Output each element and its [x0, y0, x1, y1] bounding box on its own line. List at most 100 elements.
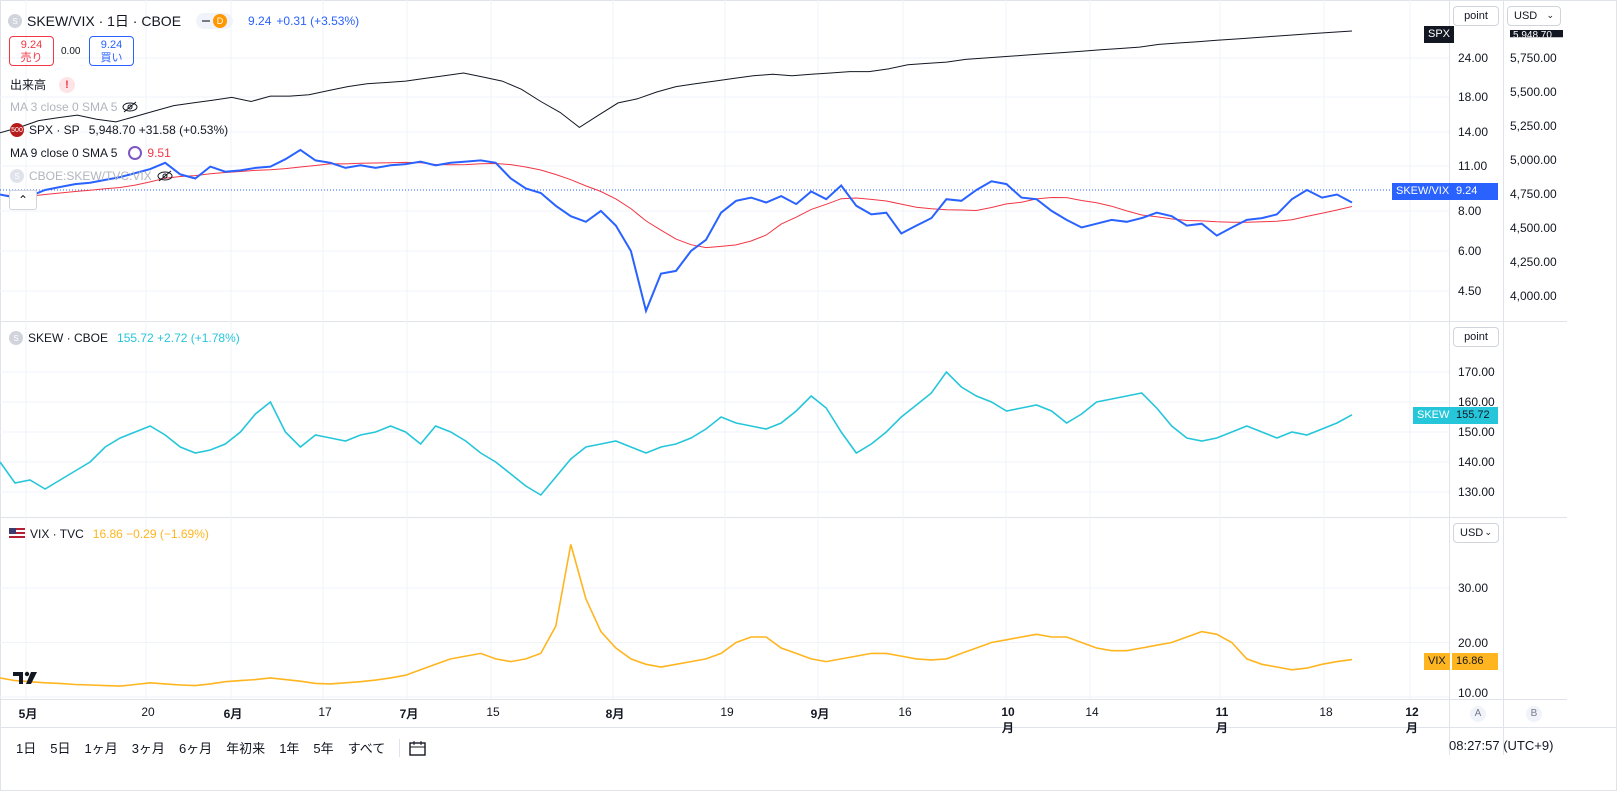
chart-canvas[interactable] [0, 0, 1617, 760]
scale-log-button[interactable]: B [1526, 706, 1542, 722]
time-tick: 12月 [1405, 705, 1419, 735]
symbol-logo-icon: S [9, 331, 23, 345]
hidden-eye-icon[interactable] [122, 101, 138, 113]
price-tick: 150.00 [1458, 425, 1495, 439]
range-6m[interactable]: 6ヶ月 [178, 741, 213, 756]
spx-price-tick: 5,000.00 [1510, 153, 1557, 167]
us-flag-icon [9, 528, 25, 540]
change-value: +0.31 (+3.53%) [276, 14, 360, 28]
main-legend: S SKEW/VIX · 1日 · CBOE D 9.24 +0.31 (+3.… [8, 11, 359, 31]
warning-icon[interactable]: ! [59, 76, 76, 93]
time-tick: 8月 [605, 707, 625, 721]
price-tick: 14.00 [1458, 125, 1489, 139]
price-tick: 10.00 [1458, 686, 1489, 700]
minus-icon [202, 20, 211, 22]
time-tick: 16 [898, 705, 912, 719]
bottom-bar-border [0, 727, 1617, 728]
spx-legend[interactable]: 500 SPX · SP 5,948.70 +31.58 (+0.53%) [10, 123, 229, 137]
tv-logo-icon [13, 671, 37, 684]
skew-line [0, 370, 1353, 497]
vix-label-tag: VIX [1424, 653, 1450, 670]
time-tick: 15 [486, 705, 500, 719]
ma9-legend[interactable]: MA 9 close 0 SMA 5 9.51 [10, 146, 171, 160]
price-tick: 170.00 [1458, 365, 1495, 379]
symbol-logo-icon: S [10, 169, 24, 183]
range-5y[interactable]: 5年 [313, 741, 334, 756]
price-tick: 8.00 [1458, 204, 1482, 218]
last-value: 9.24 [248, 14, 272, 28]
time-tick: 10月 [1001, 705, 1015, 735]
skew-vix-line [0, 148, 1353, 315]
chevron-down-icon: ⌄ [1484, 527, 1492, 537]
currency-select[interactable]: USD ⌄ [1507, 6, 1561, 26]
volume-legend[interactable]: 出来高 ! [10, 76, 76, 93]
formula-legend[interactable]: S CBOE:SKEW/TVC:VIX [10, 169, 173, 183]
sell-button[interactable]: 9.24 売り [9, 36, 54, 66]
price-tick: 20.00 [1458, 635, 1489, 650]
range-5d[interactable]: 5日 [50, 741, 71, 756]
spx-price-tick: 5,500.00 [1510, 85, 1557, 99]
time-tick: 20 [141, 705, 155, 719]
price-tick: 130.00 [1458, 485, 1495, 499]
spx-current-tag: 5,948.70 [1510, 30, 1563, 38]
scale-auto-button[interactable]: A [1470, 706, 1486, 722]
price-tick: 18.00 [1458, 90, 1489, 104]
spx-logo-icon: 500 [10, 123, 24, 137]
buy-button[interactable]: 9.24 買い [89, 36, 134, 66]
unit-point-button[interactable]: point [1453, 6, 1499, 26]
time-axis-border [0, 699, 1567, 700]
spread-value: 0.00 [61, 46, 81, 57]
sync-icon[interactable] [128, 146, 143, 160]
skew-value-tag: 155.72 [1452, 407, 1498, 424]
divider [399, 738, 401, 757]
price-tick: 160.00 [1458, 395, 1495, 409]
skew-unit-button[interactable]: point [1453, 327, 1499, 347]
clock[interactable]: 08:27:57 (UTC+9) [1449, 738, 1554, 753]
collapse-legend-button[interactable]: ⌃ [9, 190, 37, 210]
time-tick: 6月 [223, 707, 243, 721]
range-1y[interactable]: 1年 [279, 741, 300, 756]
spx-label-tag: SPX [1424, 26, 1455, 43]
hidden-eye-icon[interactable] [157, 170, 173, 182]
price-tick: 30.00 [1458, 581, 1489, 595]
range-1m[interactable]: 1ヶ月 [84, 741, 118, 756]
pane-separator-1[interactable] [0, 321, 1567, 322]
spx-price-tick: 4,250.00 [1510, 255, 1557, 269]
spx-line [0, 30, 1353, 134]
ma3-legend[interactable]: MA 3 close 0 SMA 5 [10, 100, 138, 114]
interval-badge[interactable]: D [196, 13, 234, 29]
range-all[interactable]: すべて [347, 741, 386, 756]
time-tick: 9月 [810, 707, 830, 721]
second-axis-border [1503, 0, 1504, 755]
symbol-logo-icon: S [8, 14, 22, 28]
vix-value-tag: 16.86 [1452, 653, 1498, 670]
time-tick: 19 [720, 705, 734, 719]
time-tick: 11月 [1215, 705, 1229, 735]
pane-separator-2[interactable] [0, 517, 1567, 518]
chevron-up-icon: ⌃ [17, 193, 29, 207]
spx-price-tick: 4,750.00 [1510, 187, 1557, 201]
price-tick: 140.00 [1458, 455, 1495, 469]
range-3m[interactable]: 3ヶ月 [131, 741, 165, 756]
symbol-title[interactable]: SKEW/VIX · 1日 · CBOE [27, 13, 182, 29]
range-ytd[interactable]: 年初来 [226, 741, 266, 756]
spx-price-tick: 5,750.00 [1510, 51, 1557, 65]
ratio-ma-line [0, 161, 1353, 249]
time-tick: 5月 [18, 707, 38, 721]
spx-price-tick: 4,500.00 [1510, 221, 1557, 235]
time-tick: 17 [318, 705, 332, 719]
price-tick: 24.00 [1458, 51, 1489, 65]
skew-label-tag: SKEW [1413, 407, 1454, 424]
vix-legend[interactable]: VIX · TVC 16.86 −0.29 (−1.69%) [9, 527, 209, 541]
grid [0, 0, 1449, 699]
range-1d[interactable]: 1日 [16, 741, 37, 756]
tradingview-logo[interactable] [13, 670, 43, 691]
vix-currency-select[interactable]: USD ⌄ [1453, 523, 1499, 543]
price-axis-border [1449, 0, 1450, 755]
ratio-value-tag: 9.24 [1452, 183, 1498, 200]
skew-legend[interactable]: S SKEW · CBOE 155.72 +2.72 (+1.78%) [9, 331, 240, 345]
price-tick: 6.00 [1458, 244, 1482, 258]
calendar-icon[interactable] [408, 739, 428, 757]
vix-line [0, 544, 1353, 687]
time-tick: 18 [1319, 705, 1333, 719]
